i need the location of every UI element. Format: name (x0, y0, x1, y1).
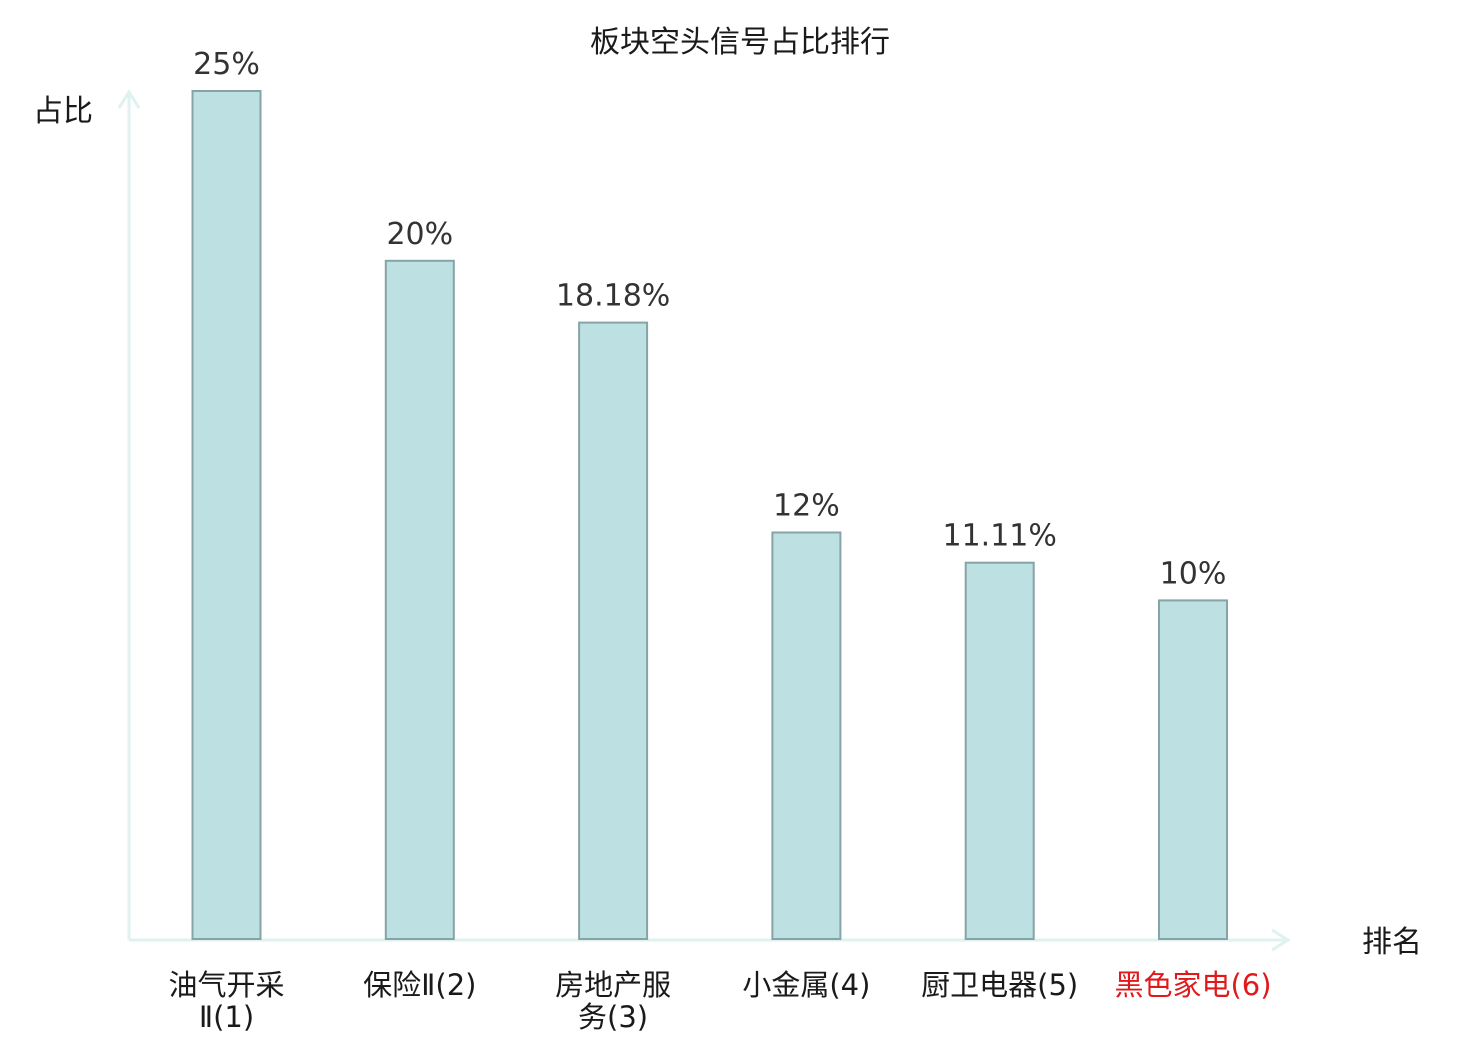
bar (384, 259, 455, 940)
bar (578, 321, 649, 941)
category-tick-label: 黑色家电(6) (1114, 968, 1271, 1002)
bar-value-label: 20% (386, 217, 453, 252)
bar (191, 90, 262, 940)
chart-title: 板块空头信号占比排行 (590, 25, 890, 60)
y-axis-arrow-icon (117, 89, 141, 109)
bar (964, 561, 1035, 940)
y-axis-label: 占比 (33, 94, 93, 129)
category-tick-label: 保险Ⅱ(2) (363, 968, 476, 1002)
category-tick-label: 厨卫电器(5) (921, 968, 1078, 1002)
category-tick-label: 房地产服 (555, 968, 671, 1002)
bars-layer (191, 90, 1228, 941)
axes (117, 89, 1291, 952)
bar-value-label: 25% (193, 47, 260, 82)
category-tick-label: Ⅱ(1) (199, 1000, 254, 1034)
bar (1158, 599, 1228, 941)
bar (771, 531, 842, 940)
x-axis-arrow-icon (1271, 928, 1291, 952)
value-labels-layer: 25% 20% 18.18% 12% 11.11% 10% (193, 47, 1226, 591)
bar-value-label: 11.11% (943, 519, 1057, 554)
bar-value-label: 12% (773, 489, 840, 524)
bar-value-label: 18.18% (556, 279, 670, 314)
category-tick-label: 油气开采 (168, 968, 284, 1002)
x-axis-label: 排名 (1362, 925, 1422, 960)
category-tick-label: 务(3) (578, 1000, 648, 1034)
category-tick-label: 小金属(4) (742, 968, 870, 1002)
bar-value-label: 10% (1160, 556, 1227, 591)
